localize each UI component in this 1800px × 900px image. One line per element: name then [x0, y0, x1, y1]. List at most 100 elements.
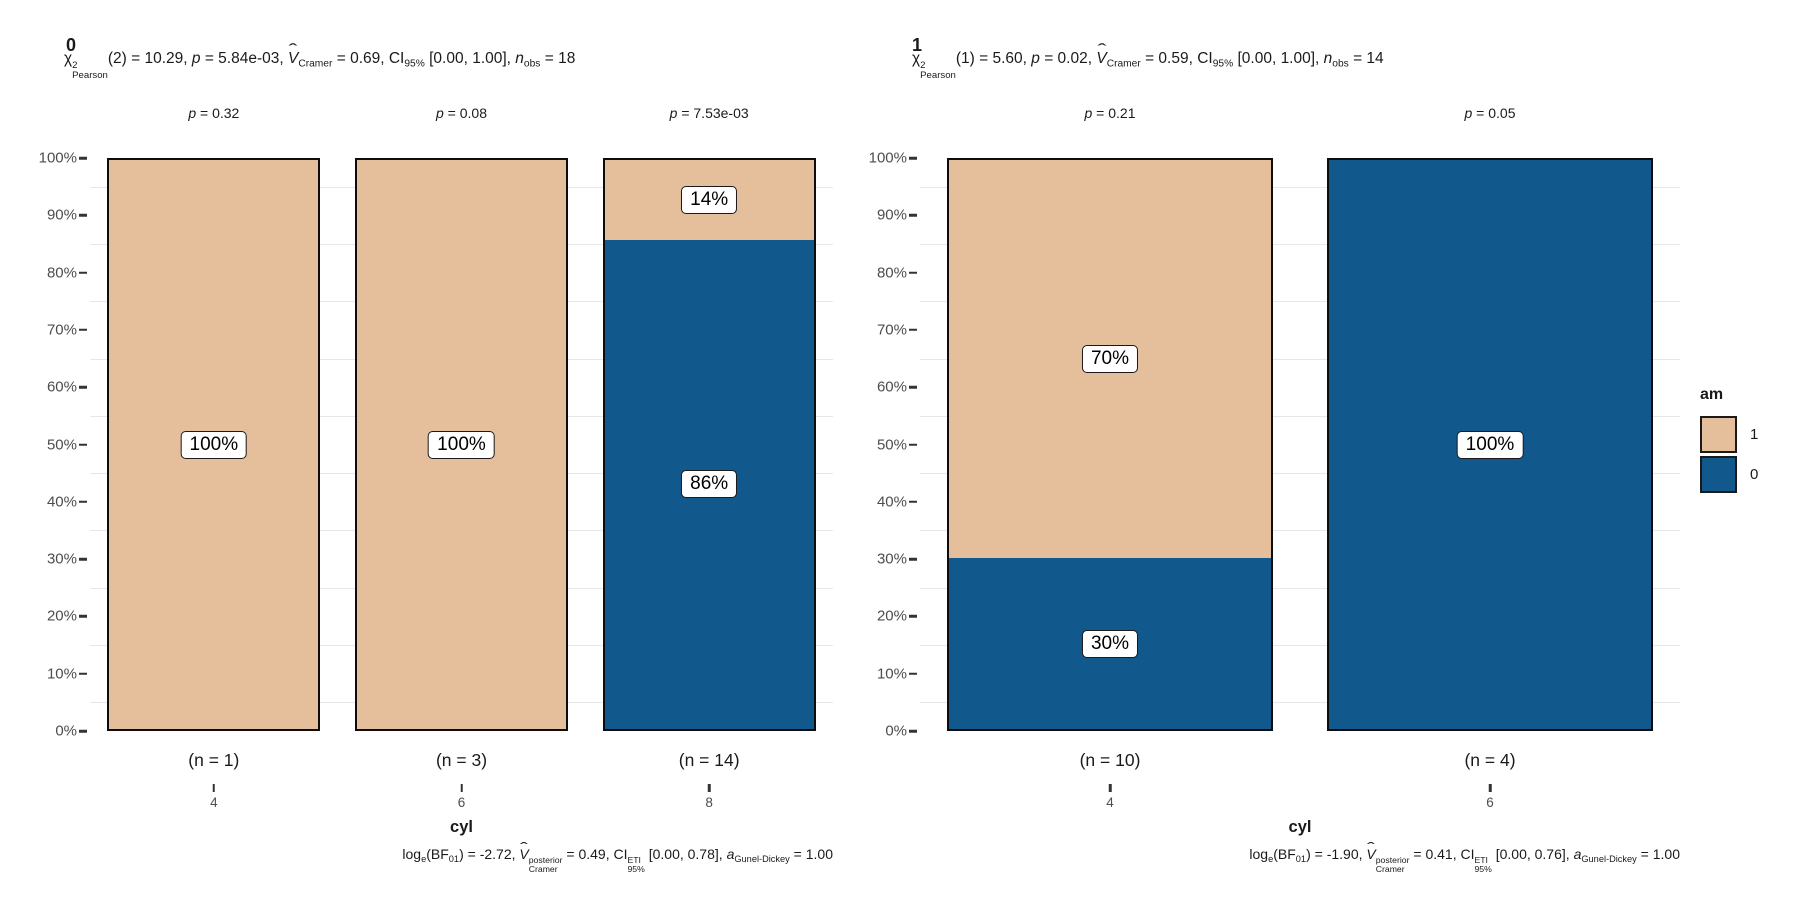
y-tick	[79, 615, 87, 618]
y-tick-label: 0%	[55, 722, 77, 740]
stacked-script: ETI 95%	[1474, 856, 1491, 874]
text-segment: ) = -1.90,	[1306, 846, 1367, 862]
gridline	[920, 530, 1680, 532]
subscript: Cramer	[1375, 864, 1405, 875]
y-tick-label: 10%	[876, 665, 907, 683]
subscript: Cramer	[298, 58, 333, 70]
p-symbol: p	[1084, 105, 1093, 121]
stacked-bar: 100%	[355, 158, 568, 731]
stacked-script: ETI 95%	[627, 856, 644, 874]
x-tick	[1488, 784, 1492, 792]
subscript: 95%	[1212, 58, 1234, 70]
text-segment: = 0.59, CI	[1140, 50, 1213, 67]
panel-1-subtitle: χ 2 Pearson (1) = 5.60, p = 0.02, ˆ VCramer …	[912, 42, 1384, 81]
subscript: Pearson	[920, 69, 956, 81]
text-segment: p	[1031, 50, 1040, 67]
subscript: 95%	[404, 58, 425, 70]
gridline	[920, 645, 1680, 647]
p-symbol: p	[669, 105, 678, 121]
y-tick	[79, 443, 87, 446]
panel-1: 1 χ 2 Pearson (1) = 5.60, p = 0.02, ˆ VCrame…	[860, 0, 1700, 900]
bar-p-value: p = 0.32	[188, 105, 240, 121]
text-segment: = 0.41, CI	[1409, 846, 1475, 862]
subscript: 95%	[627, 864, 645, 875]
y-tick	[79, 156, 87, 160]
y-tick-label: 50%	[876, 436, 907, 453]
bar-n-label: (n = 3)	[435, 750, 488, 770]
legend-item-label: 0	[1750, 466, 1759, 483]
legend-item: 0	[1700, 456, 1798, 493]
bar-n-label: (n = 14)	[678, 750, 740, 770]
panel-1-x-axis-title: cyl	[1288, 818, 1312, 836]
text-segment: = 1.00	[789, 846, 833, 862]
gridline	[920, 702, 1680, 704]
stacked-script: posterior Cramer	[529, 856, 563, 874]
bar-n-label: (n = 10)	[1079, 750, 1141, 770]
percentage-label: 30%	[1081, 629, 1138, 658]
percentage-label: 100%	[428, 430, 495, 459]
y-tick	[79, 500, 87, 504]
stacked-script: 2 Pearson	[920, 60, 956, 81]
y-tick	[79, 271, 87, 274]
y-tick-label: 90%	[876, 206, 907, 224]
x-tick	[707, 784, 711, 792]
text-segment: = 5.84e-03,	[200, 50, 288, 67]
y-tick-label: 90%	[46, 206, 77, 224]
y-tick	[909, 672, 917, 675]
y-tick-label: 80%	[876, 264, 907, 282]
percentage-label: 70%	[1081, 345, 1138, 374]
text-segment: [0.00, 0.78],	[644, 846, 727, 862]
text-segment: log	[1249, 846, 1269, 862]
legend-title: am	[1700, 386, 1724, 403]
x-tick-label: 8	[705, 795, 713, 810]
y-tick	[909, 615, 917, 618]
panel-1-plot-area: 0% 10% 20% 30% 40% 50% 60% 70% 80% 90% 100% 70% 30% p…	[869, 105, 1680, 810]
subscript: Cramer	[528, 864, 558, 875]
y-tick-label: 10%	[46, 665, 77, 683]
y-tick	[79, 385, 87, 389]
x-tick-label: 4	[210, 795, 218, 810]
subscript: obs	[523, 58, 541, 70]
panel-0-subtitle: χ 2 Pearson (2) = 10.29, p = 5.84e-03, ˆ VCr…	[64, 42, 575, 81]
p-symbol: p	[1464, 105, 1473, 121]
text-segment: = 0.49, CI	[562, 846, 628, 862]
subscript: 01	[448, 854, 460, 865]
text-segment: χ	[912, 50, 921, 67]
text-segment: χ	[64, 50, 73, 67]
p-symbol: p	[188, 105, 197, 121]
y-tick-label: 70%	[876, 321, 907, 339]
y-tick	[909, 214, 917, 217]
y-tick-label: 80%	[46, 264, 77, 282]
y-tick	[909, 328, 917, 332]
p-symbol: p	[436, 105, 444, 121]
text-segment: n	[515, 50, 524, 67]
subscript: 95%	[1474, 864, 1492, 875]
text-segment: a	[726, 846, 735, 862]
y-tick	[909, 271, 917, 274]
y-tick-label: 0%	[885, 722, 907, 740]
superscript: ETI	[1474, 855, 1488, 866]
panel-0-title: 0	[66, 34, 77, 55]
stacked-bar: 70% 30%	[946, 158, 1274, 731]
percentage-label: 14%	[681, 185, 738, 214]
text-segment: = 1.00	[1636, 846, 1680, 862]
bar-p-value: p = 0.21	[1084, 105, 1136, 121]
hat-icon: ˆ	[1367, 839, 1376, 855]
legend-swatch-am-0	[1700, 456, 1737, 493]
hat-icon: ˆ	[1097, 42, 1106, 60]
text-segment: = 0.02,	[1039, 50, 1097, 67]
gridline	[920, 358, 1680, 360]
gridline	[920, 587, 1680, 589]
hat-icon: ˆ	[288, 42, 298, 60]
text-segment: (2) = 10.29,	[107, 50, 192, 67]
y-tick-label: 70%	[46, 321, 77, 339]
hat-icon: ˆ	[520, 839, 529, 855]
text-segment: (BF	[426, 846, 449, 862]
